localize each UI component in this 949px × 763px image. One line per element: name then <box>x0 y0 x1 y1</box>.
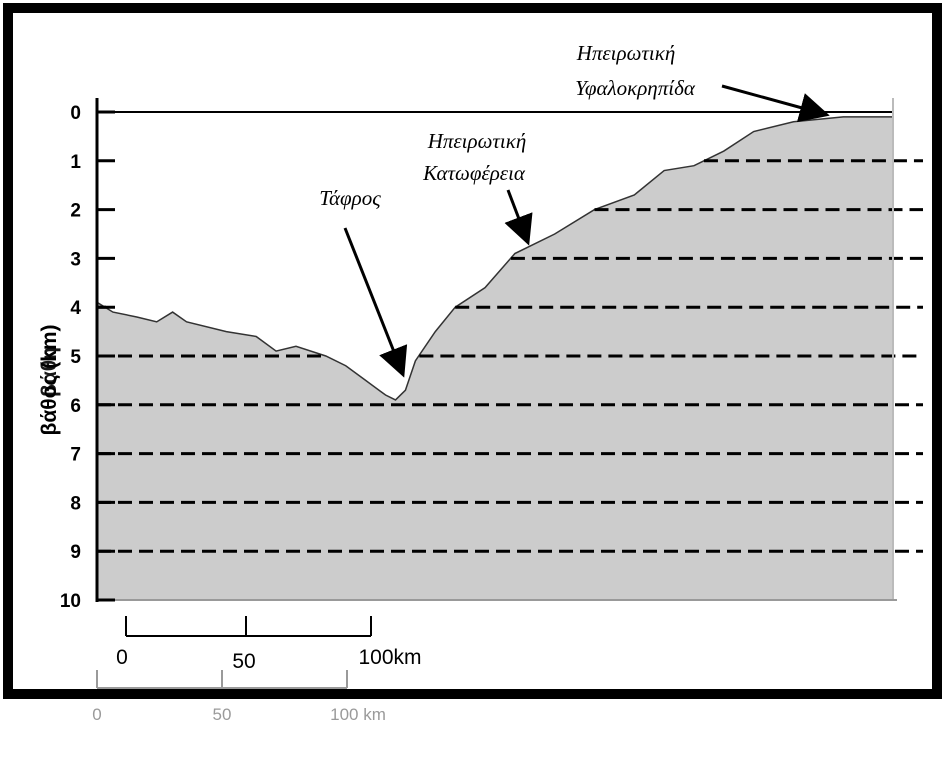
trench-label: Τάφρος <box>319 186 381 210</box>
scale-bar: 0 50 100km <box>116 616 422 673</box>
shelf-label-line2: Υφαλοκρηπίδα <box>575 76 696 100</box>
scale-label-0: 0 <box>116 646 128 669</box>
y-tick-label-1: 1 <box>70 152 81 173</box>
slope-label-line1: Ηπειρωτική <box>427 129 527 153</box>
seafloor-fill <box>97 116 893 600</box>
scale-label-50: 50 <box>232 650 255 673</box>
slope-arrow <box>504 189 533 246</box>
ghost-label-50: 50 <box>213 705 232 724</box>
y-tick-label-9: 9 <box>70 542 81 563</box>
y-tick-label-2: 2 <box>70 201 81 222</box>
ghost-scale-bar: 0 50 100 km <box>92 670 386 724</box>
scale-label-100: 100km <box>358 646 421 669</box>
ghost-label-100: 100 km <box>330 705 386 724</box>
y-tick-label-6: 6 <box>70 396 81 417</box>
y-tick-label-8: 8 <box>70 493 81 514</box>
plot-area: 0 1 2 3 4 5 6 7 8 9 10 <box>60 98 923 612</box>
y-axis-title: βάθος (km) <box>38 325 61 436</box>
seafloor-surface <box>96 116 893 401</box>
y-tick-label-3: 3 <box>70 249 81 270</box>
trench-arrow <box>343 227 408 378</box>
ghost-label-0: 0 <box>92 705 101 724</box>
shelf-arrow <box>721 84 830 123</box>
y-tick-label-7: 7 <box>70 445 81 466</box>
shelf-label-line1: Ηπειρωτική <box>576 41 676 65</box>
y-tick-label-10: 10 <box>60 591 81 612</box>
y-axis-title-overlap: βάθη <box>38 347 61 397</box>
y-tick-label-0: 0 <box>70 103 81 124</box>
y-tick-label-5: 5 <box>70 347 81 368</box>
y-tick-label-4: 4 <box>70 298 81 319</box>
slope-label-line2: Κατωφέρεια <box>422 161 526 185</box>
